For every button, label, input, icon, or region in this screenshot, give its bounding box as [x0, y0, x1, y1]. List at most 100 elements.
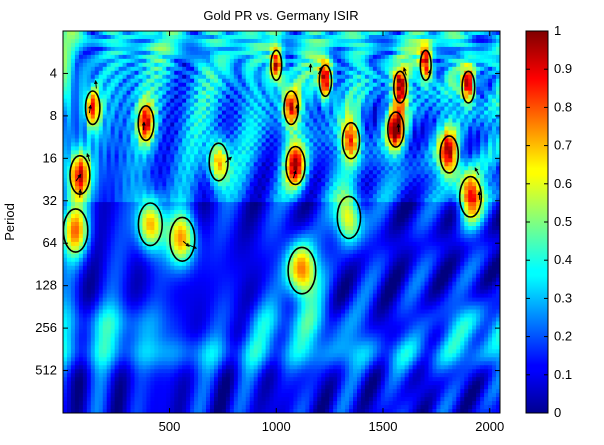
heatmap-cell [301, 194, 306, 199]
heatmap-cell [74, 90, 80, 96]
heatmap-cell [356, 166, 362, 171]
heatmap-cell [78, 62, 84, 68]
heatmap-cell [94, 38, 100, 44]
heatmap-cell [98, 130, 104, 136]
heatmap-cell [313, 178, 318, 183]
heatmap-cell [182, 150, 187, 155]
heatmap-cell [353, 134, 358, 140]
heatmap-cell [380, 90, 386, 96]
heatmap-cell [221, 118, 227, 124]
heatmap-cell [416, 86, 422, 92]
heatmap-cell [444, 178, 449, 183]
heatmap-cell [166, 202, 171, 207]
heatmap-cell [150, 178, 155, 183]
heatmap-cell [249, 118, 255, 124]
heatmap-cell [233, 182, 239, 187]
heatmap-cell [150, 198, 155, 203]
heatmap-cell [90, 202, 96, 207]
heatmap-cell [237, 118, 243, 124]
heatmap-cell [245, 194, 251, 199]
heatmap-cell [265, 146, 271, 151]
heatmap-cell [154, 170, 159, 175]
heatmap-cell [102, 86, 108, 92]
heatmap-cell [257, 122, 263, 128]
heatmap-cell [86, 42, 92, 48]
heatmap-cell [98, 102, 104, 108]
heatmap-cell [130, 154, 136, 159]
heatmap-cell [380, 82, 386, 88]
heatmap-cell [404, 58, 410, 64]
heatmap-cell [253, 122, 259, 128]
heatmap-cell [126, 122, 132, 128]
heatmap-cell [94, 202, 100, 207]
heatmap-cell [194, 46, 199, 52]
heatmap-cell [154, 186, 159, 191]
heatmap-cell [400, 154, 406, 159]
heatmap-cell [444, 90, 449, 96]
heatmap-cell [305, 50, 310, 56]
heatmap-cell [448, 34, 453, 40]
heatmap-cell [225, 82, 231, 88]
heatmap-cell [82, 86, 88, 92]
heatmap-cell [174, 62, 179, 68]
heatmap-cell [392, 31, 398, 36]
heatmap-cell [194, 130, 199, 136]
heatmap-cell [209, 54, 215, 60]
heatmap-cell [456, 86, 461, 92]
heatmap-cell [90, 166, 96, 171]
heatmap-cell [122, 106, 128, 112]
heatmap-cell [309, 142, 314, 147]
heatmap-cell [217, 174, 223, 179]
heatmap-cell [329, 150, 334, 155]
heatmap-cell [480, 78, 485, 84]
heatmap-cell [118, 142, 124, 147]
heatmap-cell [448, 58, 453, 64]
heatmap-cell [106, 170, 112, 175]
heatmap-cell [182, 134, 187, 140]
heatmap-cell [198, 150, 203, 155]
heatmap-cell [452, 86, 457, 92]
heatmap-cell [217, 122, 223, 128]
heatmap-cell [388, 74, 394, 80]
heatmap-cell [110, 142, 116, 147]
heatmap-cell [496, 162, 500, 167]
heatmap-cell [301, 106, 306, 112]
heatmap-cell [297, 202, 302, 207]
heatmap-cell [329, 58, 334, 64]
heatmap-cell [468, 150, 473, 155]
heatmap-cell [368, 166, 374, 171]
heatmap-cell [321, 74, 326, 80]
heatmap-cell [162, 74, 167, 80]
heatmap-cell [341, 122, 346, 128]
heatmap-cell [146, 102, 151, 108]
heatmap-cell [472, 74, 477, 80]
heatmap-cell [496, 122, 500, 128]
heatmap-cell [456, 186, 461, 191]
heatmap-cell [245, 42, 251, 48]
heatmap-cell [150, 74, 155, 80]
heatmap-cell [476, 174, 481, 179]
heatmap-cell [496, 38, 500, 44]
heatmap-cell [217, 118, 223, 124]
heatmap-cell [372, 94, 378, 100]
heatmap-cell [444, 46, 449, 52]
heatmap-cell [229, 50, 235, 56]
heatmap-cell [412, 126, 418, 132]
heatmap-cell [194, 31, 199, 36]
heatmap-cell [237, 138, 243, 144]
heatmap-cell [293, 142, 298, 147]
heatmap-cell [313, 158, 318, 163]
heatmap-cell [182, 38, 187, 44]
heatmap-cell [460, 46, 465, 52]
heatmap-cell [241, 94, 247, 100]
heatmap-cell [213, 202, 219, 207]
heatmap-cell [301, 182, 306, 187]
heatmap-cell [70, 31, 76, 36]
heatmap-cell [90, 150, 96, 155]
heatmap-cell [154, 134, 159, 140]
heatmap-cell [317, 146, 322, 151]
heatmap-cell [321, 58, 326, 64]
heatmap-cell [309, 126, 314, 132]
heatmap-cell [412, 42, 418, 48]
heatmap-cell [325, 82, 330, 88]
